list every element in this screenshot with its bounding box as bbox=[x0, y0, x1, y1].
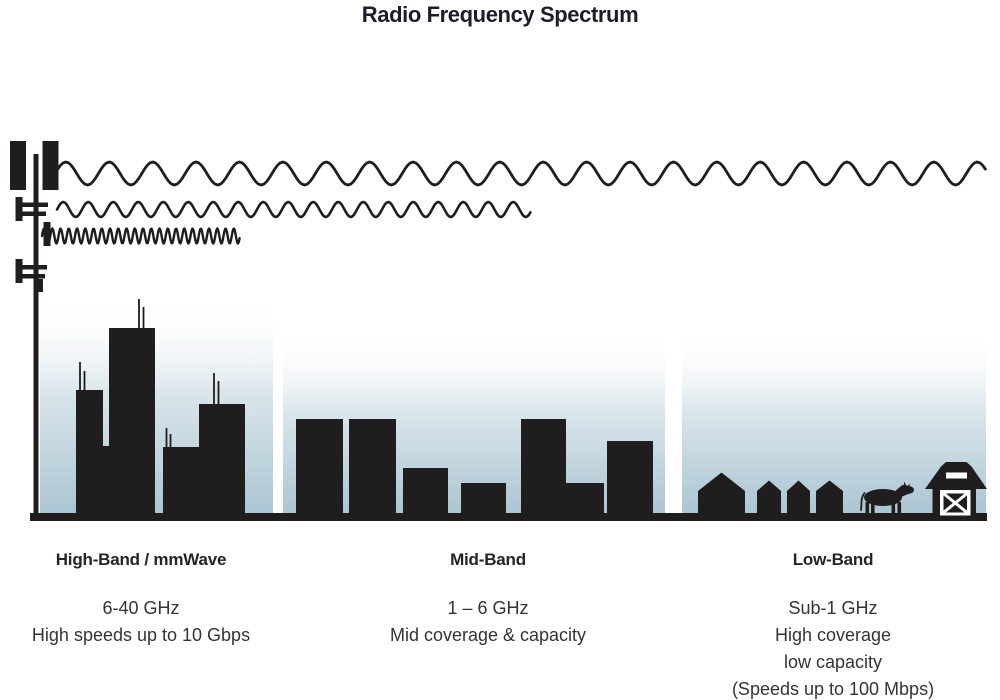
house bbox=[698, 472, 745, 519]
mid-band-detail-line: Mid coverage & capacity bbox=[389, 625, 587, 645]
barn-loft-vent bbox=[946, 472, 967, 479]
building bbox=[103, 446, 109, 519]
building bbox=[566, 483, 604, 519]
building bbox=[109, 328, 155, 519]
house bbox=[787, 480, 810, 519]
low-band-caption: Low-Band Sub-1 GHz High coverage low capac… bbox=[732, 550, 934, 700]
mid-band-label: Mid-Band bbox=[450, 550, 526, 569]
barn bbox=[925, 462, 987, 519]
building bbox=[76, 390, 103, 519]
mid-band-details: 1 – 6 GHz Mid coverage & capacity bbox=[390, 595, 586, 649]
rooftop-antenna bbox=[213, 373, 215, 405]
tower-antenna-panel bbox=[20, 211, 46, 216]
building bbox=[403, 468, 448, 519]
tower-antenna-panel bbox=[15, 259, 23, 283]
mid-band-buildings bbox=[296, 419, 653, 519]
rooftop-antenna bbox=[83, 371, 86, 391]
rooftop-antenna bbox=[79, 362, 81, 391]
building bbox=[607, 441, 653, 519]
tower-antenna-panel bbox=[10, 141, 26, 190]
tower-antenna-panel bbox=[19, 274, 45, 279]
low-band-detail-line: (Speeds up to 100 Mbps) bbox=[731, 679, 935, 699]
mid-band-caption: Mid-Band 1 – 6 GHz Mid coverage & capacit… bbox=[390, 550, 586, 649]
building bbox=[349, 419, 396, 519]
low-band-detail-line: Sub-1 GHz bbox=[788, 598, 878, 618]
tower-antenna-panel bbox=[43, 222, 51, 246]
high-band-detail-line: 6-40 GHz bbox=[102, 598, 180, 618]
low-band-houses bbox=[698, 472, 843, 519]
barn-door-crossbuck bbox=[942, 492, 968, 514]
tower-antenna-panel bbox=[42, 141, 59, 190]
building bbox=[296, 419, 343, 519]
rooftop-antenna bbox=[165, 428, 168, 448]
high-band-label: High-Band / mmWave bbox=[55, 550, 227, 569]
tower-pole bbox=[33, 154, 39, 518]
short-wavelength-wave bbox=[40, 227, 241, 245]
building bbox=[521, 419, 566, 519]
rooftop-antenna bbox=[138, 299, 140, 329]
rooftop-antenna bbox=[142, 307, 145, 329]
building bbox=[163, 447, 199, 519]
high-band-caption: High-Band / mmWave 6-40 GHz High speeds u… bbox=[32, 550, 250, 649]
long-wavelength-wave bbox=[53, 160, 987, 187]
cell-tower bbox=[10, 141, 59, 518]
diagram-title: Radio Frequency Spectrum bbox=[361, 2, 639, 27]
mid-band-detail-line: 1 – 6 GHz bbox=[447, 598, 529, 618]
cow bbox=[860, 481, 914, 518]
ground-line bbox=[30, 513, 987, 521]
tower-antenna-panel bbox=[18, 202, 48, 207]
house bbox=[816, 480, 843, 519]
low-band-detail-line: low capacity bbox=[783, 652, 883, 672]
rooftop-antenna bbox=[169, 434, 172, 448]
high-band-detail-line: High speeds up to 10 Gbps bbox=[31, 625, 251, 645]
low-band-detail-line: High coverage bbox=[774, 625, 892, 645]
high-band-buildings bbox=[76, 299, 245, 519]
building bbox=[461, 483, 506, 519]
rooftop-antenna bbox=[217, 381, 220, 405]
tower-antenna-panel bbox=[17, 265, 47, 270]
tower-antenna-panel bbox=[15, 197, 23, 221]
high-band-details: 6-40 GHz High speeds up to 10 Gbps bbox=[32, 595, 250, 649]
building bbox=[199, 404, 245, 519]
house bbox=[757, 480, 781, 519]
tower-antenna-panel bbox=[38, 279, 43, 292]
medium-wavelength-wave bbox=[55, 200, 532, 219]
low-band-label: Low-Band bbox=[792, 550, 874, 569]
low-band-details: Sub-1 GHz High coverage low capacity (Speed… bbox=[732, 595, 934, 700]
